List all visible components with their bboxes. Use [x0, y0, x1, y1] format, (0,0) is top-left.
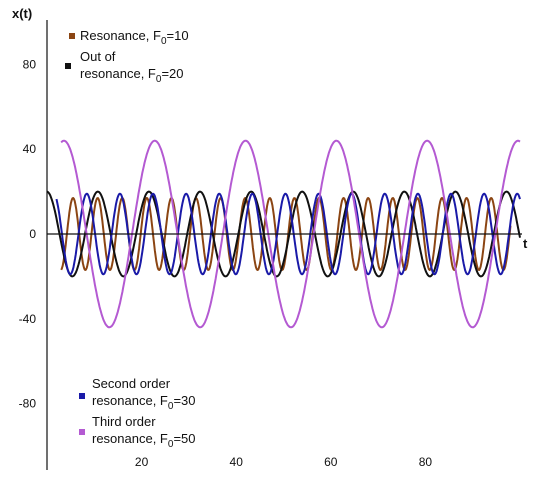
y-axis-title: x(t) [12, 6, 32, 21]
legend-label: resonance, F0=20 [80, 66, 184, 85]
y-tick-label: 40 [23, 142, 37, 156]
axis-layer: x(t) t 80 40 0 -40 -80 20 40 60 80 [12, 6, 528, 470]
legend-marker-4 [79, 429, 85, 435]
y-tick-label: -40 [19, 312, 37, 326]
y-tick-label: -80 [19, 397, 37, 411]
legend-label: Second order [92, 376, 171, 391]
series-layer [46, 139, 521, 329]
x-tick-label: 20 [135, 455, 149, 469]
x-tick-label: 80 [419, 455, 433, 469]
legend-marker-2 [65, 63, 71, 69]
legend-label: resonance, F0=30 [92, 393, 196, 412]
legend-marker-3 [79, 393, 85, 399]
legend-label: resonance, F0=50 [92, 431, 196, 450]
x-axis-title: t [523, 236, 528, 251]
x-tick-label: 60 [324, 455, 338, 469]
legend-marker-1 [69, 33, 75, 39]
legend-layer: Resonance, F0=10 Out of resonance, F0=20 Se… [65, 28, 196, 450]
legend-label: Third order [92, 414, 156, 429]
series-line-4 [60, 139, 521, 329]
y-tick-label: 0 [29, 227, 36, 241]
y-tick-label: 80 [23, 57, 37, 71]
legend-label: Resonance, F0=10 [80, 28, 189, 47]
legend-label: Out of [80, 49, 116, 64]
x-tick-label: 40 [230, 455, 244, 469]
